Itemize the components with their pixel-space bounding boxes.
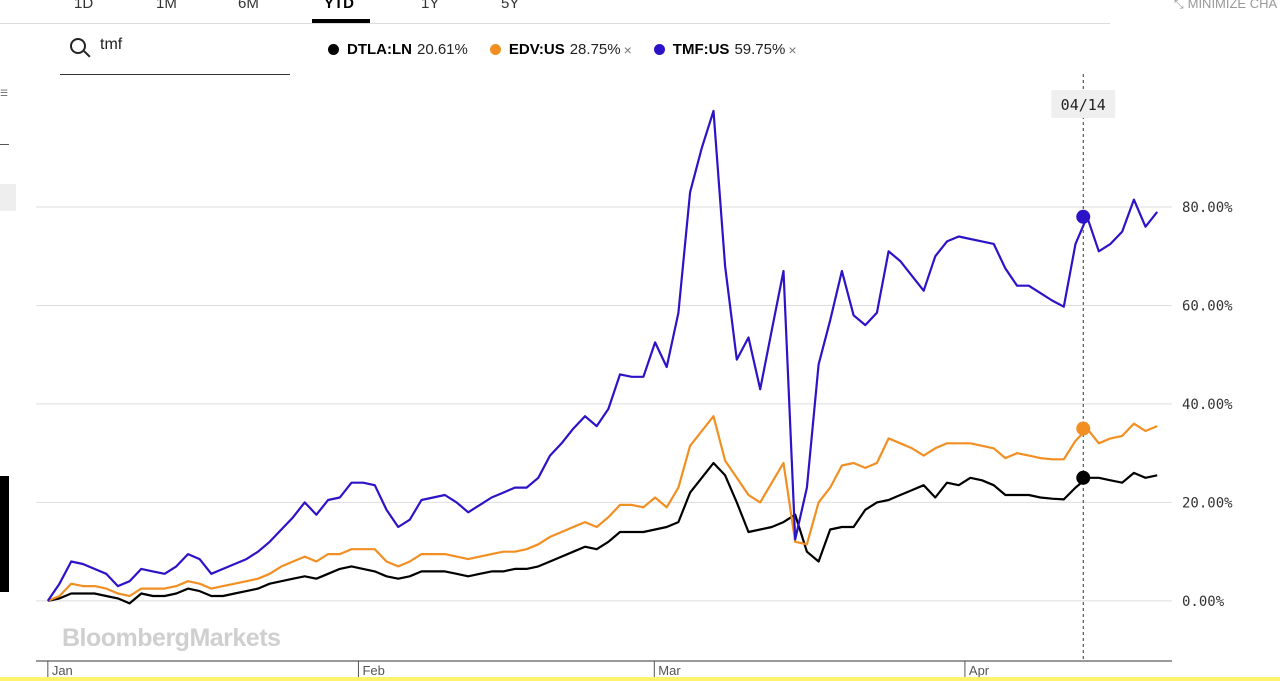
remove-edv-close-icon[interactable]: ×	[623, 41, 632, 58]
legend: DTLA:LN 20.61% EDV:US 28.75% × TMF:US 59…	[328, 41, 797, 58]
legend-item-tmf: TMF:US 59.75% ×	[653, 41, 797, 58]
y-tick-label: 80.00%	[1182, 200, 1233, 216]
tab-ytd[interactable]: YTD	[324, 0, 354, 12]
edge-scroll-bar[interactable]	[0, 476, 9, 592]
legend-name: TMF:US	[672, 41, 730, 58]
tab-1m[interactable]: 1M	[156, 0, 177, 12]
legend-item-edv: EDV:US 28.75% ×	[489, 41, 632, 58]
legend-value: 28.75%	[569, 41, 621, 58]
minimize-chart-button[interactable]: ⤡ MINIMIZE CHA	[1174, 0, 1277, 12]
y-tick-label: 60.00%	[1182, 298, 1233, 314]
hover-point-dtla	[1076, 470, 1091, 485]
edge-panel	[0, 184, 16, 211]
footer-highlight-bar	[0, 677, 1280, 681]
search-box	[60, 34, 290, 75]
legend-name: DTLA:LN	[347, 41, 412, 58]
tab-5y[interactable]: 5Y	[501, 0, 520, 12]
legend-value: 20.61%	[416, 41, 468, 58]
x-tick-label: Jan	[52, 663, 73, 678]
period-tabs: 1D 1M 6M YTD 1Y 5Y ⤡ MINIMIZE CHA	[0, 0, 1280, 24]
y-tick-label: 0.00%	[1182, 594, 1225, 610]
minimize-label: MINIMIZE CHA	[1187, 0, 1278, 11]
active-tab-indicator	[312, 19, 370, 23]
legend-dot-tmf	[653, 44, 665, 55]
legend-dot-edv	[489, 44, 501, 55]
search-icon	[70, 38, 86, 54]
series-line-edv	[47, 415, 1158, 602]
tab-1y[interactable]: 1Y	[421, 0, 440, 12]
legend-item-dtla: DTLA:LN 20.61%	[328, 41, 468, 58]
x-tick-label: Feb	[362, 663, 384, 678]
legend-dot-dtla	[328, 44, 339, 55]
x-tick-label: Mar	[658, 663, 681, 678]
y-tick-label: 40.00%	[1182, 397, 1233, 413]
hover-point-tmf	[1076, 209, 1091, 224]
y-tick-label: 20.00%	[1182, 495, 1233, 511]
tabs-divider	[0, 23, 1110, 24]
hover-label-box	[1051, 90, 1116, 118]
edge-divider	[0, 144, 9, 145]
series-line-tmf	[46, 109, 1159, 602]
hover-point-edv	[1076, 421, 1091, 436]
minimize-icon: ⤡	[1174, 0, 1184, 11]
watermark-logo: BloombergMarkets	[62, 624, 280, 652]
menu-grid-icon[interactable]: ☰	[0, 88, 9, 98]
hover-date-label: 04/14	[1061, 96, 1106, 114]
tab-6m[interactable]: 6M	[238, 0, 259, 12]
x-tick-label: Apr	[969, 663, 990, 678]
legend-name: EDV:US	[508, 41, 565, 58]
search-input[interactable]	[100, 36, 280, 54]
legend-value: 59.75%	[734, 41, 786, 58]
remove-tmf-close-icon[interactable]: ×	[788, 41, 797, 58]
tab-1d[interactable]: 1D	[74, 0, 94, 12]
series-line-dtla	[47, 461, 1158, 605]
